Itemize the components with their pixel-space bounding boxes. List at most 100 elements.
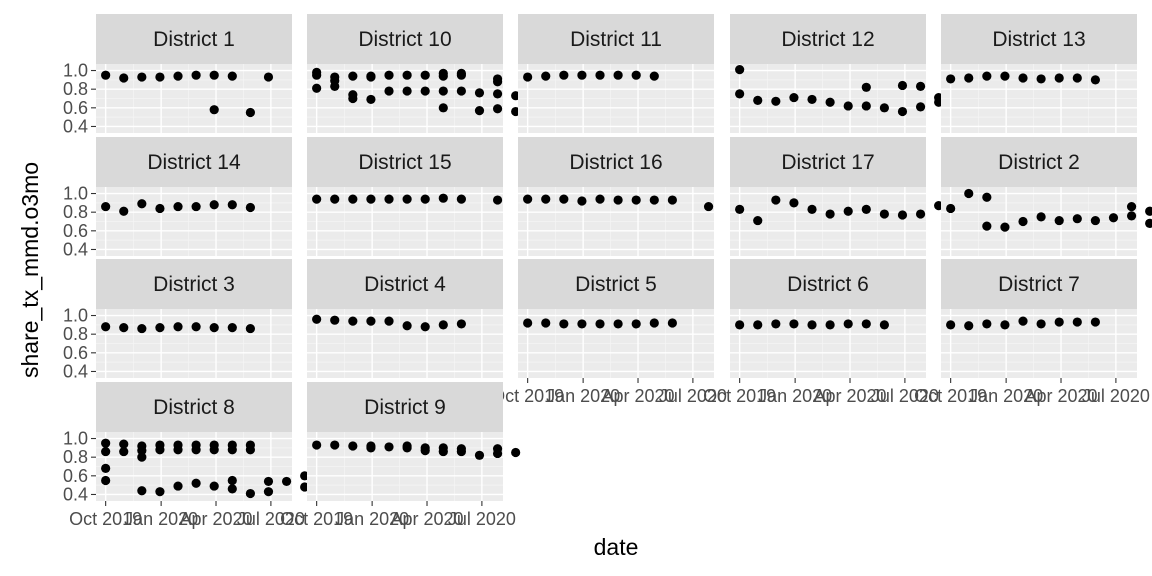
data-point (348, 316, 358, 326)
facet-panel: District 2 (941, 137, 1152, 256)
data-point (348, 194, 358, 204)
data-point (1000, 71, 1010, 81)
data-point (879, 320, 889, 330)
data-point (879, 103, 889, 113)
data-point (897, 210, 908, 220)
data-point (1072, 73, 1082, 83)
data-point (1054, 215, 1064, 226)
data-point (843, 101, 853, 111)
data-point (1036, 212, 1046, 222)
data-point (492, 104, 503, 114)
data-point (137, 72, 147, 82)
data-point (101, 446, 111, 457)
data-point (348, 93, 358, 104)
data-point (348, 71, 358, 81)
y-tick-label: 1.0 (63, 306, 88, 326)
data-point (101, 438, 111, 448)
data-point (771, 195, 781, 205)
data-point (613, 319, 623, 329)
data-point (330, 315, 340, 325)
data-point (1126, 211, 1137, 221)
x-axis-title: date (594, 534, 639, 560)
facet-strip-label: District 11 (570, 28, 662, 51)
data-point (946, 320, 956, 330)
x-tick-label: Jul 2020 (871, 386, 939, 406)
y-tick-label: 1.0 (63, 429, 88, 449)
facet-strip (518, 137, 714, 187)
data-point (300, 482, 310, 492)
data-point (735, 89, 745, 99)
data-point (402, 194, 412, 204)
data-point (1036, 319, 1046, 329)
facet-panel: District 13 (941, 14, 1137, 133)
data-point (438, 446, 448, 457)
data-point (101, 201, 111, 212)
data-point (438, 320, 448, 330)
data-point (861, 101, 871, 111)
facet-strip (96, 382, 292, 432)
data-point (209, 105, 219, 115)
data-point (263, 476, 274, 487)
data-point (897, 80, 908, 91)
y-tick-label: 0.6 (63, 466, 88, 486)
data-point (438, 71, 448, 81)
data-point (771, 319, 781, 329)
data-point (384, 86, 394, 96)
x-tick-label: Oct 2019 (69, 509, 142, 529)
data-point (1090, 75, 1100, 85)
data-point (173, 445, 183, 455)
y-tick-label: 0.4 (63, 239, 88, 259)
facet-strip (941, 259, 1137, 309)
data-point (613, 70, 623, 80)
data-point (119, 73, 129, 83)
data-point (402, 70, 412, 80)
y-tick-label: 0.4 (63, 116, 88, 136)
data-point (366, 194, 376, 204)
data-point (155, 487, 165, 497)
data-point (825, 97, 835, 107)
facet-strip (730, 137, 926, 187)
y-tick-label: 0.6 (63, 343, 88, 363)
data-point (438, 193, 448, 203)
data-point (312, 314, 322, 324)
data-point (511, 447, 521, 458)
data-point (649, 71, 659, 81)
data-point (209, 481, 219, 491)
facet-strip (518, 259, 714, 309)
data-point (511, 106, 521, 117)
x-tick-label: Jul 2020 (659, 386, 727, 406)
data-point (101, 475, 111, 486)
facet-strip-label: District 12 (781, 28, 874, 51)
facet-strip-label: District 6 (787, 273, 869, 296)
data-point (402, 443, 412, 453)
data-point (330, 194, 340, 204)
data-point (101, 322, 111, 332)
data-point (366, 441, 376, 451)
data-point (577, 319, 587, 329)
data-point (227, 200, 237, 210)
y-tick-label: 0.6 (63, 98, 88, 118)
data-point (915, 209, 926, 219)
facet-panel: District 17 (730, 137, 944, 256)
y-tick-label: 0.8 (63, 202, 88, 222)
facet-strip-label: District 7 (998, 273, 1080, 296)
data-point (312, 70, 322, 80)
data-point (384, 70, 394, 80)
data-point (456, 194, 466, 204)
data-point (982, 71, 992, 81)
data-point (1090, 215, 1100, 226)
data-point (649, 318, 659, 328)
data-point (1108, 213, 1119, 223)
y-tick-label: 0.4 (63, 361, 88, 381)
data-point (595, 194, 605, 204)
data-point (474, 450, 485, 460)
data-point (1072, 317, 1082, 327)
data-point (312, 440, 322, 450)
y-tick-label: 0.8 (63, 447, 88, 467)
data-point (1090, 317, 1100, 327)
data-point (173, 201, 183, 212)
data-point (137, 199, 147, 209)
data-point (227, 475, 237, 486)
data-point (595, 70, 605, 80)
